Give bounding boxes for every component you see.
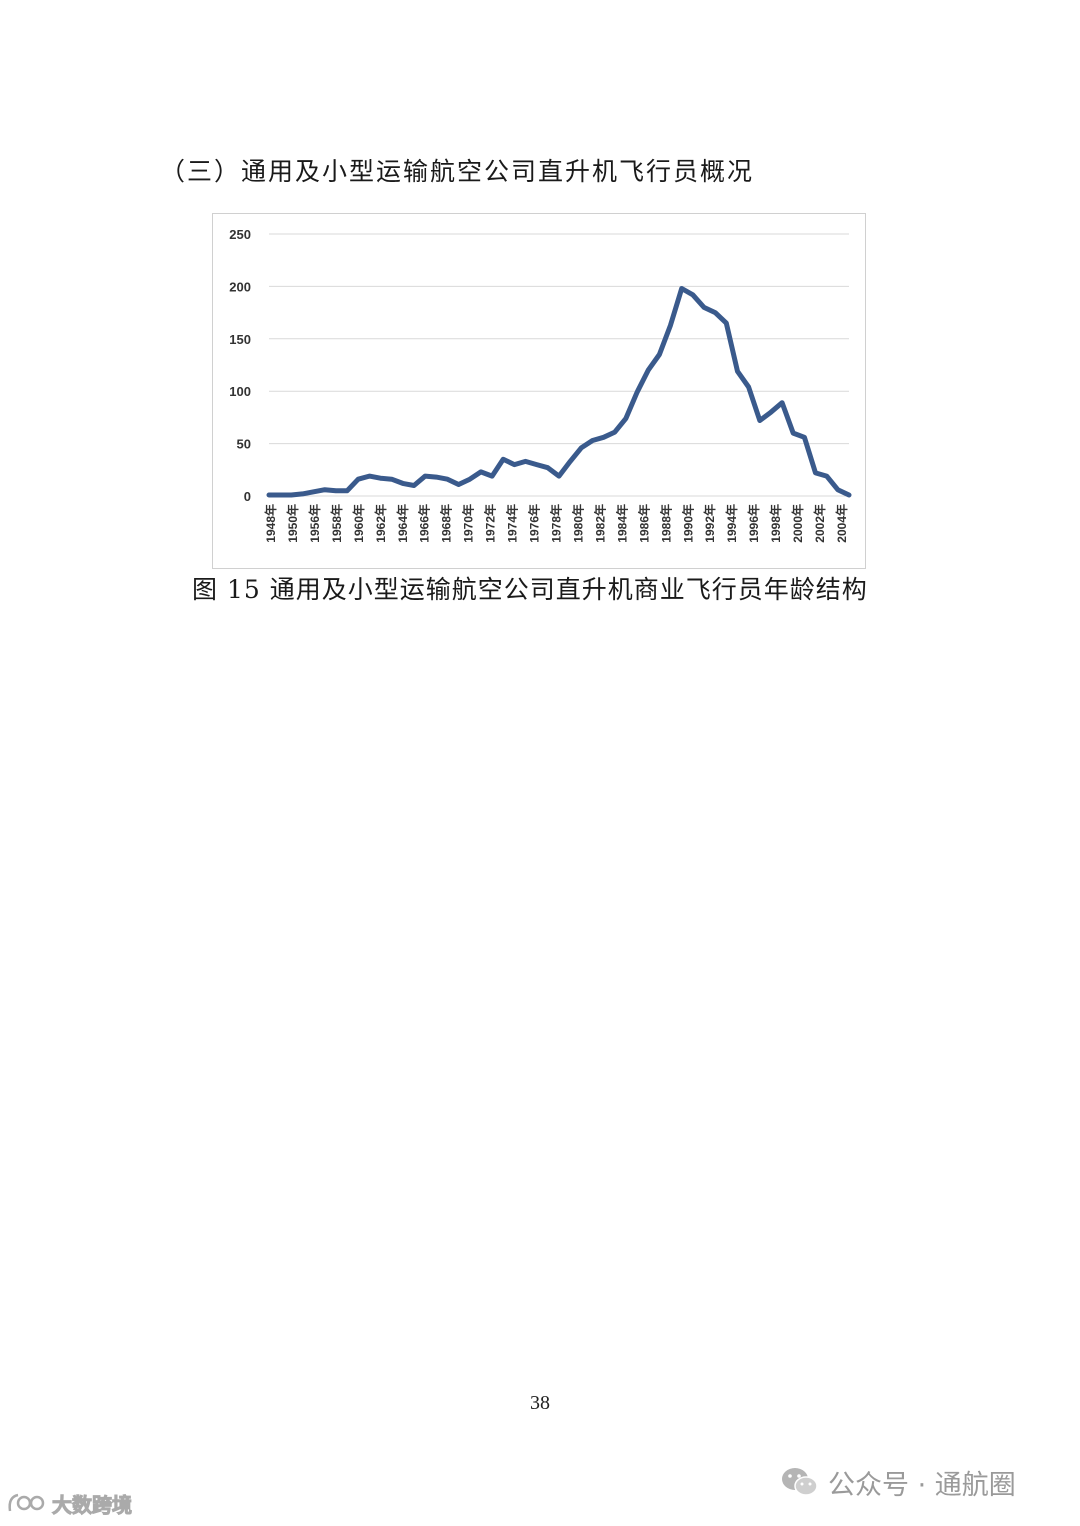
y-tick-label: 100	[229, 384, 251, 399]
watermark-right-text: 公众号 · 通航圈	[828, 1469, 1016, 1501]
x-tick-label: 2000年	[790, 504, 805, 543]
x-tick-label: 1950年	[285, 504, 300, 543]
x-tick-label: 1992年	[702, 504, 717, 543]
section-heading: （三）通用及小型运输航空公司直升机飞行员概况	[160, 157, 755, 186]
x-tick-label: 1994年	[724, 504, 739, 543]
y-tick-label: 50	[237, 437, 251, 452]
x-tick-label: 1956年	[307, 504, 322, 543]
y-tick-label: 250	[229, 227, 251, 242]
x-tick-label: 1988年	[658, 504, 673, 543]
line-chart: 0 50 100 150 200 250 1948年 1950年 1956年 1958年 1960年…	[229, 227, 852, 543]
x-tick-label: 1962年	[373, 504, 388, 543]
y-tick-label: 200	[229, 279, 251, 294]
x-tick-label: 1986年	[636, 504, 651, 543]
watermark-brand: 大数跨境	[6, 1488, 133, 1518]
x-tick-label: 1960年	[351, 504, 366, 543]
watermark-wechat: 公众号 · 通航圈	[780, 1462, 1016, 1502]
x-tick-label: 1982年	[592, 504, 607, 543]
x-tick-label: 1978年	[549, 504, 564, 543]
x-tick-label: 1984年	[614, 504, 629, 543]
brand-logo-icon	[8, 1493, 45, 1512]
x-tick-label: 2002年	[812, 504, 827, 543]
wechat-icon	[782, 1468, 818, 1496]
y-tick-label: 150	[229, 332, 251, 347]
chart-frame: 0 50 100 150 200 250 1948年 1950年 1956年 1958年 1960年…	[212, 213, 866, 569]
series-line	[266, 286, 852, 498]
x-tick-label: 1966年	[417, 504, 432, 543]
x-tick-label: 1970年	[461, 504, 476, 543]
x-tick-label: 1972年	[483, 504, 498, 543]
y-tick-label: 0	[244, 489, 251, 504]
x-tick-label: 1964年	[395, 504, 410, 543]
x-tick-label: 1974年	[505, 504, 520, 543]
x-tick-label: 1980年	[571, 504, 586, 543]
x-tick-label: 1998年	[768, 504, 783, 543]
watermark-left-text: 大数跨境	[52, 1492, 133, 1517]
page-number: 38	[530, 1392, 550, 1414]
x-tick-label: 1990年	[680, 504, 695, 543]
x-tick-label: 1958年	[329, 504, 344, 543]
x-tick-label: 1968年	[439, 504, 454, 543]
x-tick-label: 1948年	[263, 504, 278, 543]
figure-caption: 图 15 通用及小型运输航空公司直升机商业飞行员年龄结构	[192, 575, 868, 604]
x-tick-label: 2004年	[834, 504, 849, 543]
x-tick-label: 1976年	[527, 504, 542, 543]
x-tick-label: 1996年	[746, 504, 761, 543]
